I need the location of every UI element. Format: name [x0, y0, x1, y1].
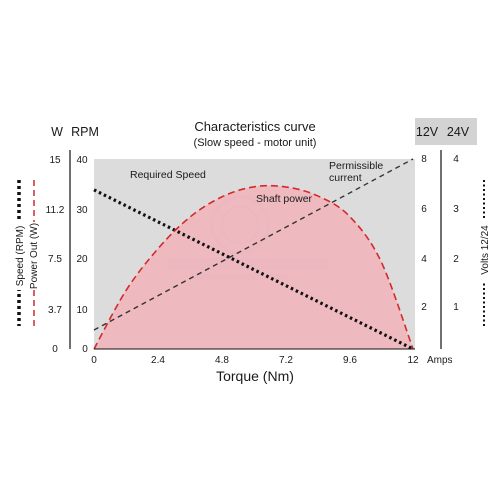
power-legend-label: Power Out (W): [29, 223, 40, 289]
v24-tick-labels: 4 3 2 1: [453, 154, 459, 313]
right-axis-header-12v: 12V: [416, 125, 439, 139]
shaft-power-label: Shaft power: [256, 193, 313, 205]
w-tick-label: 7.5: [48, 254, 62, 265]
x-tick-labels: 0 2.4 4.8 7.2 9.6 12: [91, 355, 419, 366]
required-speed-label: Required Speed: [130, 169, 206, 181]
v24-tick-label: 3: [453, 204, 459, 215]
w-tick-labels: 15 11.2 7.5 3.7 0: [46, 155, 65, 355]
x-axis-title: Torque (Nm): [216, 368, 294, 384]
x-tick-label: 4.8: [215, 355, 229, 366]
rpm-tick-label: 0: [82, 344, 88, 355]
rpm-tick-label: 30: [76, 205, 88, 216]
w-tick-label: 11.2: [46, 205, 65, 216]
v12-tick-label: 2: [421, 302, 427, 313]
v24-tick-label: 1: [453, 302, 459, 313]
v24-tick-label: 4: [453, 154, 459, 165]
rpm-tick-label: 20: [76, 254, 88, 265]
right-legend: Volts 12/24: [476, 180, 492, 326]
x-tick-label: 2.4: [151, 355, 165, 366]
volts-legend-label: Volts 12/24: [480, 225, 491, 275]
x-tick-label: 9.6: [343, 355, 357, 366]
chart-title: Characteristics curve: [194, 119, 315, 134]
v12-tick-label: 4: [421, 254, 427, 265]
voltage-header-bg: [415, 118, 477, 145]
v12-tick-labels: 8 6 4 2: [421, 154, 427, 313]
v24-tick-label: 2: [453, 254, 459, 265]
right-axis-header-24v: 24V: [447, 125, 470, 139]
left-legend: Speed (RPM) Power Out (W): [12, 180, 42, 326]
permissible-current-line: [93, 158, 414, 331]
rpm-tick-labels: 40 30 20 10 0: [76, 155, 88, 355]
shaft-power-area: [94, 185, 413, 349]
x-tick-label: 7.2: [279, 355, 293, 366]
speed-legend-label: Speed (RPM): [15, 226, 26, 287]
rpm-tick-label: 10: [76, 305, 88, 316]
v12-tick-label: 8: [421, 154, 427, 165]
w-tick-label: 15: [49, 155, 61, 166]
rpm-tick-label: 40: [76, 155, 88, 166]
permissible-current-label: Permissible: [329, 160, 383, 172]
x-unit-amps: Amps: [427, 355, 453, 366]
x-tick-label: 0: [91, 355, 97, 366]
left-axis-header-rpm: RPM: [71, 125, 99, 139]
shaft-power-line: [93, 184, 414, 350]
permissible-current-label: current: [329, 172, 362, 184]
left-axis-header-w: W: [51, 125, 63, 139]
required-speed-line: [93, 188, 414, 351]
w-tick-label: 0: [52, 344, 58, 355]
w-tick-label: 3.7: [48, 305, 62, 316]
chart-subtitle: (Slow speed - motor unit): [194, 137, 317, 149]
x-tick-label: 12: [407, 355, 419, 366]
v12-tick-label: 6: [421, 204, 427, 215]
